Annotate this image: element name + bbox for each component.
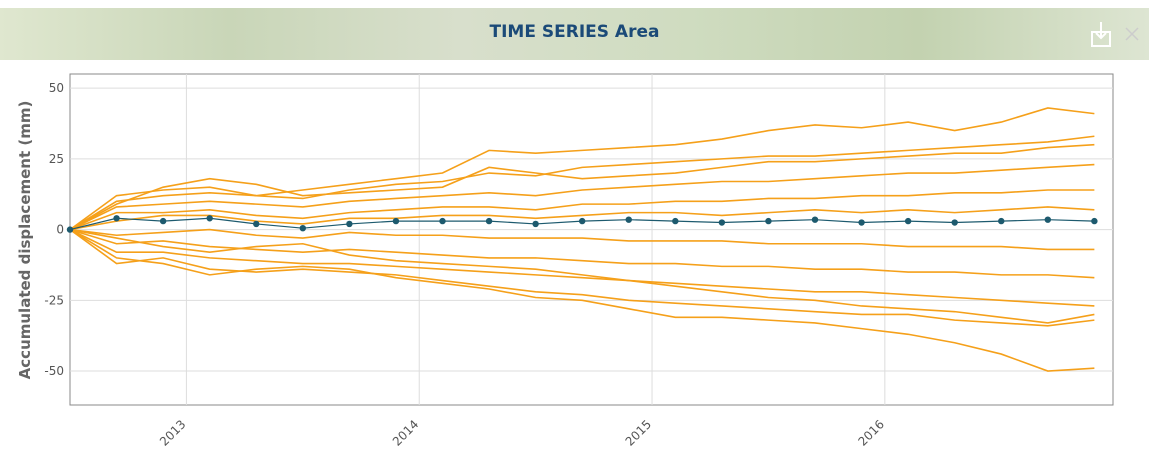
y-axis-label: Accumulated displacement (mm): [16, 101, 34, 380]
mean-point: [486, 218, 492, 224]
plot-area: [70, 74, 1113, 405]
mean-point: [206, 215, 212, 221]
mean-point: [951, 219, 957, 225]
y-tick-label: 25: [49, 152, 64, 166]
mean-point: [160, 218, 166, 224]
x-tick-label: 2013: [157, 417, 188, 448]
mean-point: [672, 218, 678, 224]
chart: Accumulated displacement (mm) -50 -25 0 25 5…: [0, 0, 1149, 459]
mean-point: [1045, 216, 1051, 222]
mean-point: [905, 218, 911, 224]
mean-point: [439, 218, 445, 224]
mean-point: [1091, 218, 1097, 224]
mean-point: [113, 215, 119, 221]
mean-point: [300, 225, 306, 231]
mean-point: [67, 226, 73, 232]
x-tick-label: 2016: [855, 417, 886, 448]
mean-point: [532, 221, 538, 227]
x-tick-label: 2014: [390, 417, 421, 448]
mean-point: [998, 218, 1004, 224]
mean-point: [626, 216, 632, 222]
mean-point: [812, 216, 818, 222]
page: TIME SERIES Area Accumulated displacemen…: [0, 0, 1149, 459]
mean-point: [719, 219, 725, 225]
y-tick-label: 50: [49, 81, 64, 95]
mean-point: [393, 218, 399, 224]
mean-point: [346, 221, 352, 227]
mean-point: [579, 218, 585, 224]
x-tick-label: 2015: [623, 417, 654, 448]
mean-point: [765, 218, 771, 224]
mean-point: [858, 219, 864, 225]
mean-point: [253, 221, 259, 227]
y-tick-label: 0: [56, 223, 64, 237]
y-tick-label: -25: [44, 293, 64, 307]
y-tick-label: -50: [44, 364, 64, 378]
